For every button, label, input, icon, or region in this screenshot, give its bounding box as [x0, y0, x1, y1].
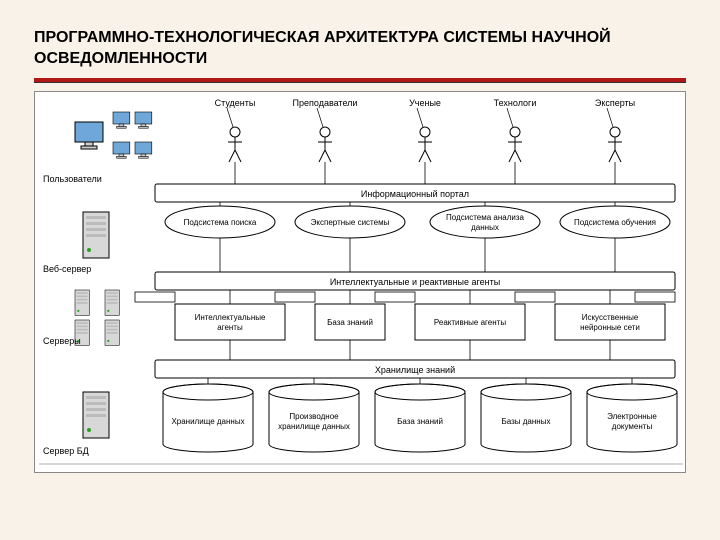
architecture-diagram: Студенты Преподаватели Ученые Технологи Эксп…	[34, 91, 686, 473]
svg-text:агенты: агенты	[217, 323, 243, 332]
svg-text:Серверы: Серверы	[43, 336, 81, 346]
svg-text:Преподаватели: Преподаватели	[293, 98, 358, 108]
svg-text:База знаний: База знаний	[327, 318, 373, 327]
svg-text:Подсистема анализа: Подсистема анализа	[446, 213, 524, 222]
svg-text:Сервер БД: Сервер БД	[43, 446, 89, 456]
svg-text:Интеллектуальные и реактивные: Интеллектуальные и реактивные агенты	[330, 277, 500, 287]
thin-rule	[34, 82, 686, 83]
svg-text:Экспертные системы: Экспертные системы	[311, 218, 390, 227]
svg-text:Студенты: Студенты	[215, 98, 256, 108]
svg-text:База знаний: База знаний	[397, 417, 443, 426]
svg-text:данных: данных	[471, 223, 499, 232]
svg-text:Подсистема обучения: Подсистема обучения	[574, 218, 656, 227]
svg-text:Интеллектуальные: Интеллектуальные	[195, 313, 266, 322]
svg-text:нейронные сети: нейронные сети	[580, 323, 640, 332]
svg-text:Технологи: Технологи	[494, 98, 537, 108]
svg-text:Производное: Производное	[289, 412, 339, 421]
slide-title: ПРОГРАММНО-ТЕХНОЛОГИЧЕСКАЯ АРХИТЕКТУРА С…	[34, 28, 686, 70]
svg-text:Веб-сервер: Веб-сервер	[43, 264, 91, 274]
svg-text:Искусственные: Искусственные	[582, 313, 639, 322]
svg-text:Электронные: Электронные	[607, 412, 657, 421]
svg-text:документы: документы	[612, 422, 653, 431]
svg-text:Хранилище данных: Хранилище данных	[171, 417, 244, 426]
svg-text:Ученые: Ученые	[409, 98, 441, 108]
svg-text:Эксперты: Эксперты	[595, 98, 635, 108]
svg-text:Подсистема поиска: Подсистема поиска	[184, 218, 257, 227]
svg-text:Реактивные агенты: Реактивные агенты	[434, 318, 506, 327]
svg-text:Пользователи: Пользователи	[43, 174, 102, 184]
svg-text:Базы данных: Базы данных	[502, 417, 551, 426]
svg-text:хранилище данных: хранилище данных	[278, 422, 350, 431]
svg-text:Информационный портал: Информационный портал	[361, 189, 469, 199]
svg-text:Хранилище знаний: Хранилище знаний	[375, 365, 455, 375]
